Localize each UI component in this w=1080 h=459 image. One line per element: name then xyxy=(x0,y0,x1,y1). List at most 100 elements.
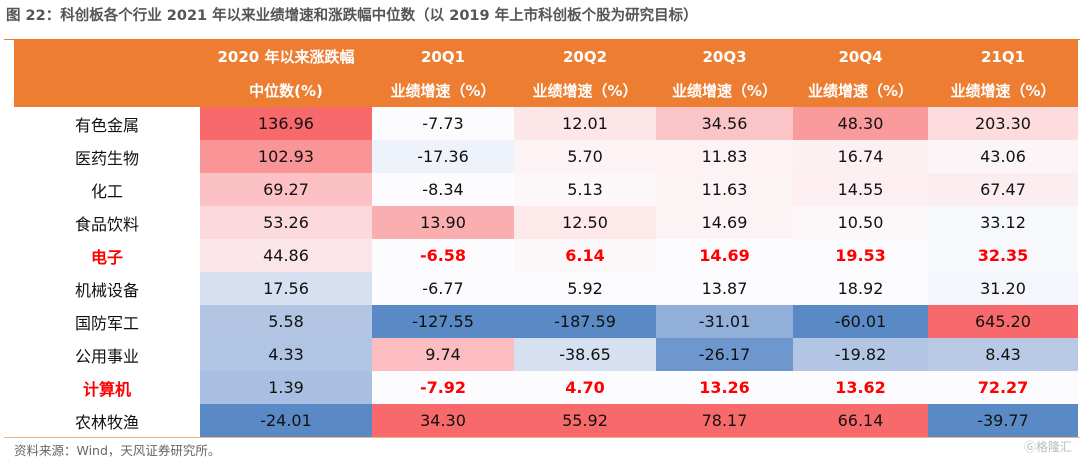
heatmap-cell: 13.26 xyxy=(656,371,793,404)
heatmap-cell: -17.36 xyxy=(372,140,514,173)
heatmap-cell: 6.14 xyxy=(514,239,656,272)
heatmap-cell: -39.77 xyxy=(928,404,1078,437)
header-row: 2020 年以来涨跌幅 20Q1 20Q2 20Q3 20Q4 21Q1 xyxy=(14,40,1078,74)
row-label: 电子 xyxy=(90,247,123,267)
table-row: 食品饮料 53.26 13.90 12.50 14.69 10.50 33.12 xyxy=(14,206,1078,239)
row-label: 机械设备 xyxy=(74,280,139,300)
heatmap-cell: 4.70 xyxy=(514,371,656,404)
heatmap-cell: 8.43 xyxy=(928,338,1078,371)
row-label: 国防军工 xyxy=(74,313,139,333)
row-label: 食品饮料 xyxy=(74,214,139,234)
table-row: 公用事业 4.33 9.74 -38.65 -26.17 -19.82 8.43 xyxy=(14,338,1078,371)
header-row: 中位数(%) 业绩增速（%） 业绩增速（%） 业绩增速（%） 业绩增速（%） 业绩增速（%… xyxy=(14,73,1078,107)
heatmap-cell: 16.74 xyxy=(793,140,928,173)
table-row: 机械设备 17.56 -6.77 5.92 13.87 18.92 31.20 xyxy=(14,272,1078,305)
heatmap-cell: -26.17 xyxy=(656,338,793,371)
table-row: 医药生物 102.93 -17.36 5.70 11.83 16.74 43.06 xyxy=(14,140,1078,173)
heatmap-cell: 69.27 xyxy=(200,173,372,206)
heatmap-cell: 203.30 xyxy=(928,107,1078,140)
heatmap-cell: 34.56 xyxy=(656,107,793,140)
heatmap-cell: -6.77 xyxy=(372,272,514,305)
table-row: 计算机 1.39 -7.92 4.70 13.26 13.62 72.27 xyxy=(14,371,1078,404)
top-rule xyxy=(4,39,1080,40)
heatmap-cell: 11.83 xyxy=(656,140,793,173)
heatmap-cell: 4.33 xyxy=(200,338,372,371)
heatmap-cell: 9.74 xyxy=(372,338,514,371)
row-label: 有色金属 xyxy=(74,115,139,135)
column-header: 21Q1 xyxy=(928,40,1078,74)
heatmap-cell: 44.86 xyxy=(200,239,372,272)
row-label: 计算机 xyxy=(82,379,131,399)
heatmap-table: 2020 年以来涨跌幅 20Q1 20Q2 20Q3 20Q4 21Q1 中位数(%) 业绩增… xyxy=(14,40,1078,437)
column-header: 业绩增速（%） xyxy=(372,73,514,107)
heatmap-cell: 645.20 xyxy=(928,305,1078,338)
watermark-logo: Ⓖ格隆汇 xyxy=(1023,440,1072,454)
heatmap-cell: 32.35 xyxy=(928,239,1078,272)
heatmap-cell: 12.01 xyxy=(514,107,656,140)
column-header: 业绩增速（%） xyxy=(793,73,928,107)
heatmap-cell: 14.55 xyxy=(793,173,928,206)
heatmap-cell: 55.92 xyxy=(514,404,656,437)
heatmap-cell: 67.47 xyxy=(928,173,1078,206)
heatmap-cell: 11.63 xyxy=(656,173,793,206)
heatmap-cell: 13.90 xyxy=(372,206,514,239)
heatmap-cell: -7.92 xyxy=(372,371,514,404)
heatmap-cell: 136.96 xyxy=(200,107,372,140)
bottom-rule xyxy=(4,437,1080,438)
table-row: 国防军工 5.58 -127.55 -187.59 -31.01 -60.01 645.20 xyxy=(14,305,1078,338)
header-corner xyxy=(14,40,200,74)
heatmap-cell: -38.65 xyxy=(514,338,656,371)
heatmap-cell: 14.69 xyxy=(656,239,793,272)
heatmap-cell: 53.26 xyxy=(200,206,372,239)
row-label: 公用事业 xyxy=(74,346,139,366)
row-label: 农林牧渔 xyxy=(74,412,139,432)
heatmap-cell: 5.92 xyxy=(514,272,656,305)
chart-title: 图 22：科创板各个行业 2021 年以来业绩增速和涨跌幅中位数（以 2019 … xyxy=(6,8,698,24)
heatmap-cell: -8.34 xyxy=(372,173,514,206)
heatmap-cell: 66.14 xyxy=(793,404,928,437)
column-header: 业绩增速（%） xyxy=(928,73,1078,107)
heatmap-cell: 72.27 xyxy=(928,371,1078,404)
heatmap-cell: 1.39 xyxy=(200,371,372,404)
heatmap-cell: 48.30 xyxy=(793,107,928,140)
column-header: 中位数(%) xyxy=(200,73,372,107)
heatmap-cell: 18.92 xyxy=(793,272,928,305)
source-note: 资料来源：Wind，天风证券研究所。 xyxy=(14,443,221,458)
heatmap-cell: -6.58 xyxy=(372,239,514,272)
row-label: 化工 xyxy=(90,181,123,201)
heatmap-cell: 13.87 xyxy=(656,272,793,305)
heatmap-cell: -127.55 xyxy=(372,305,514,338)
heatmap-cell: -31.01 xyxy=(656,305,793,338)
heatmap-cell: 43.06 xyxy=(928,140,1078,173)
heatmap-cell: -7.73 xyxy=(372,107,514,140)
column-header: 20Q3 xyxy=(656,40,793,74)
heatmap-cell: 14.69 xyxy=(656,206,793,239)
heatmap-cell: -19.82 xyxy=(793,338,928,371)
header-corner xyxy=(14,73,200,107)
column-header: 20Q4 xyxy=(793,40,928,74)
table-row: 电子 44.86 -6.58 6.14 14.69 19.53 32.35 xyxy=(14,239,1078,272)
heatmap-cell: -187.59 xyxy=(514,305,656,338)
column-header: 业绩增速（%） xyxy=(514,73,656,107)
heatmap-cell: -60.01 xyxy=(793,305,928,338)
table-row: 化工 69.27 -8.34 5.13 11.63 14.55 67.47 xyxy=(14,173,1078,206)
heatmap-cell: 34.30 xyxy=(372,404,514,437)
heatmap-cell: 33.12 xyxy=(928,206,1078,239)
column-header: 2020 年以来涨跌幅 xyxy=(200,40,372,74)
table-row: 农林牧渔 -24.01 34.30 55.92 78.17 66.14 -39.77 xyxy=(14,404,1078,437)
heatmap-cell: -24.01 xyxy=(200,404,372,437)
row-label: 医药生物 xyxy=(74,148,139,168)
column-header: 20Q1 xyxy=(372,40,514,74)
heatmap-cell: 17.56 xyxy=(200,272,372,305)
heatmap-cell: 78.17 xyxy=(656,404,793,437)
heatmap-cell: 12.50 xyxy=(514,206,656,239)
column-header: 20Q2 xyxy=(514,40,656,74)
heatmap-cell: 19.53 xyxy=(793,239,928,272)
heatmap-cell: 13.62 xyxy=(793,371,928,404)
heatmap-cell: 31.20 xyxy=(928,272,1078,305)
heatmap-cell: 5.58 xyxy=(200,305,372,338)
table-row: 有色金属 136.96 -7.73 12.01 34.56 48.30 203.30 xyxy=(14,107,1078,140)
heatmap-cell: 10.50 xyxy=(793,206,928,239)
heatmap-cell: 5.70 xyxy=(514,140,656,173)
heatmap-cell: 5.13 xyxy=(514,173,656,206)
